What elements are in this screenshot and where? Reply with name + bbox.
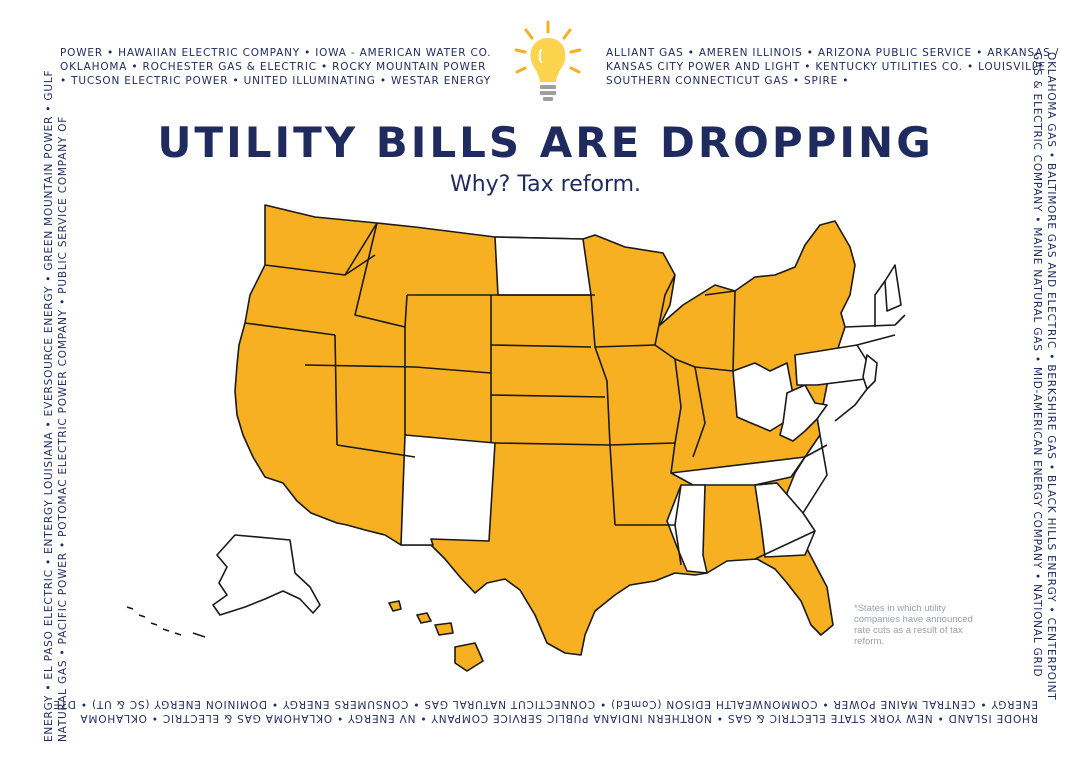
border-text-top-right: ALLIANT GAS • AMEREN ILLINOIS • ARIZONA … <box>606 46 1059 88</box>
map-state-hawaii <box>388 600 484 672</box>
map-state-tennessee <box>670 456 806 486</box>
map-state-new-mexico <box>400 434 496 546</box>
map-state-georgia <box>754 482 816 558</box>
border-line: OKLAHOMA • ROCHESTER GAS & ELECTRIC • RO… <box>60 61 487 73</box>
map-state-new-hampshire <box>884 264 902 312</box>
lightbulb-icon <box>514 20 582 101</box>
map-state-west-virginia <box>779 384 828 442</box>
page-title: UTILITY BILLS ARE DROPPING <box>157 118 934 167</box>
border-line: POWER • HAWAIIAN ELECTRIC COMPANY • IOWA… <box>60 47 492 59</box>
map-state-alaska <box>212 534 321 616</box>
border-text-bottom: RHODE ISLAND • NEW YORK STATE ELECTRIC &… <box>52 697 1038 725</box>
border-line: ENERGY • CENTRAL MAINE POWER • COMMONWEA… <box>52 698 1038 710</box>
us-map <box>126 204 906 672</box>
map-state-new-jersey <box>862 354 878 390</box>
border-line: • TUCSON ELECTRIC POWER • UNITED ILLUMIN… <box>60 75 491 87</box>
border-line: ALLIANT GAS • AMEREN ILLINOIS • ARIZONA … <box>606 47 1060 59</box>
border-line: RHODE ISLAND • NEW YORK STATE ELECTRIC &… <box>79 712 1038 724</box>
border-line: KANSAS CITY POWER AND LIGHT • KENTUCKY U… <box>606 61 1046 73</box>
border-line: SOUTHERN CONNECTICUT GAS • SPIRE • <box>606 75 850 87</box>
page-subtitle: Why? Tax reform. <box>449 172 642 197</box>
border-text-top-left: POWER • HAWAIIAN ELECTRIC COMPANY • IOWA… <box>60 46 491 88</box>
map-alaska-islands <box>126 606 206 638</box>
map-state-north-dakota <box>494 236 592 296</box>
footnote: *States in which utility companies have … <box>854 603 973 647</box>
